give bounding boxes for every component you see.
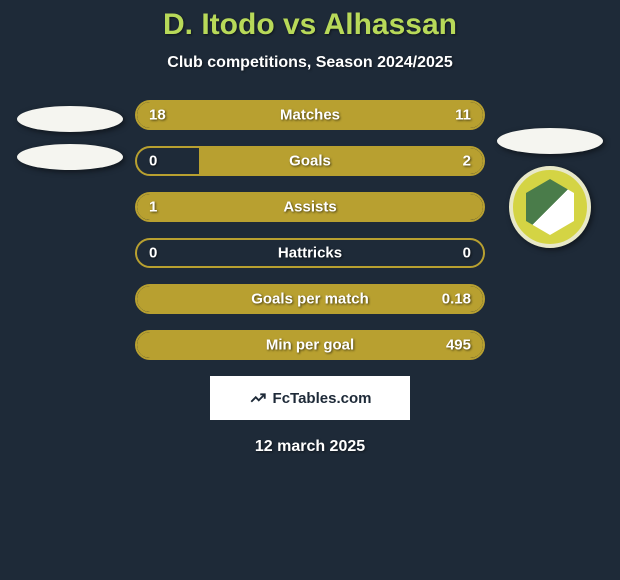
- bar-value-right: 2: [463, 153, 471, 170]
- stat-bar-goals-per-match: Goals per match 0.18: [135, 284, 485, 314]
- subtitle: Club competitions, Season 2024/2025: [167, 54, 452, 72]
- bar-value-right: 11: [455, 107, 471, 124]
- watermark: FcTables.com: [210, 376, 410, 420]
- stat-bar-hattricks: 0 Hattricks 0: [135, 238, 485, 268]
- bar-value-right: 495: [446, 337, 471, 354]
- main-container: D. Itodo vs Alhassan Club competitions, …: [0, 0, 620, 580]
- bar-label: Assists: [283, 199, 336, 216]
- bar-label: Hattricks: [278, 245, 342, 262]
- bar-value-right: 0: [463, 245, 471, 262]
- left-player-logo-2: [17, 144, 123, 170]
- right-club-logo: [509, 166, 591, 248]
- bar-value-left: 0: [149, 153, 157, 170]
- club-logo-shield-icon: [526, 179, 574, 235]
- stat-bar-min-per-goal: Min per goal 495: [135, 330, 485, 360]
- bar-value-left: 0: [149, 245, 157, 262]
- right-player-logo: [497, 128, 603, 154]
- stat-bars: 18 Matches 11 0 Goals 2 1 Assists 0 Ha: [135, 100, 485, 360]
- bar-value-left: 18: [149, 107, 166, 124]
- page-title: D. Itodo vs Alhassan: [163, 8, 457, 42]
- bar-value-left: 1: [149, 199, 157, 216]
- watermark-text: FcTables.com: [273, 390, 372, 407]
- bar-label: Goals per match: [251, 291, 369, 308]
- left-logos: [5, 100, 135, 170]
- stat-bar-matches: 18 Matches 11: [135, 100, 485, 130]
- right-logos: [485, 100, 615, 248]
- bar-value-right: 0.18: [442, 291, 471, 308]
- stat-bar-goals: 0 Goals 2: [135, 146, 485, 176]
- bar-label: Goals: [289, 153, 331, 170]
- bar-fill-right: [199, 148, 483, 174]
- content-row: 18 Matches 11 0 Goals 2 1 Assists 0 Ha: [0, 100, 620, 360]
- bar-label: Matches: [280, 107, 340, 124]
- chart-line-icon: [249, 389, 267, 407]
- date-text: 12 march 2025: [255, 438, 365, 456]
- bar-label: Min per goal: [266, 337, 354, 354]
- left-player-logo-1: [17, 106, 123, 132]
- stat-bar-assists: 1 Assists: [135, 192, 485, 222]
